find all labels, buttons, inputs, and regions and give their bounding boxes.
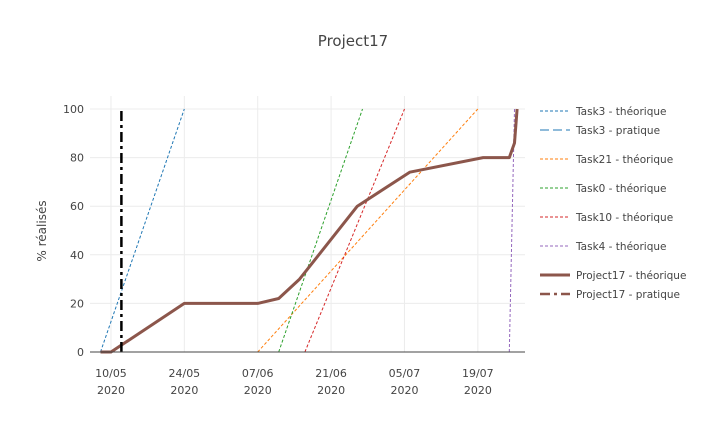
y-tick-label: 100 (63, 103, 84, 116)
y-tick-label: 0 (77, 346, 84, 359)
y-tick-label: 40 (70, 249, 84, 262)
series-line-project17-th-orique (100, 108, 519, 354)
x-tick-label: 21/06 (315, 367, 347, 380)
legend-label: Task4 - théorique (575, 241, 666, 253)
x-tick-label: 05/07 (389, 367, 421, 380)
legend-label: Task0 - théorique (575, 183, 666, 195)
y-tick-label: 20 (70, 297, 84, 310)
x-tick-year-label: 2020 (97, 384, 125, 397)
x-tick-label: 24/05 (168, 367, 200, 380)
grid (90, 96, 525, 352)
legend-label: Project17 - pratique (576, 289, 680, 301)
legend-label: Task3 - pratique (575, 125, 660, 137)
x-tick-year-label: 2020 (317, 384, 345, 397)
x-tick-year-label: 2020 (390, 384, 418, 397)
x-tick-year-label: 2020 (170, 384, 198, 397)
x-tick-label: 07/06 (242, 367, 274, 380)
y-tick-label: 80 (70, 152, 84, 165)
legend: Task3 - théorique Task3 - pratique Task21 … (540, 106, 686, 301)
series-layer (100, 108, 519, 354)
chart-title: Project17 (318, 32, 388, 50)
x-tick-year-label: 2020 (244, 384, 272, 397)
series-line-task3-th-orique (100, 108, 185, 353)
x-tick-label: 19/07 (462, 367, 494, 380)
series-line-task0-th-orique (278, 108, 363, 353)
y-axis-title: % réalisés (35, 200, 49, 261)
legend-label: Task21 - théorique (575, 154, 673, 166)
y-tick-label: 60 (70, 200, 84, 213)
series-line-task10-th-orique (304, 108, 405, 353)
legend-label: Task10 - théorique (575, 212, 673, 224)
x-tick-label: 10/05 (95, 367, 127, 380)
x-tick-year-label: 2020 (464, 384, 492, 397)
series-line-task21-th-orique (257, 108, 479, 353)
legend-label: Project17 - théorique (576, 270, 686, 282)
axes: 0 20 40 60 80 100 10/05 2020 24/05 2020 07/06 2020 2… (63, 103, 525, 397)
legend-label: Task3 - théorique (575, 106, 666, 118)
